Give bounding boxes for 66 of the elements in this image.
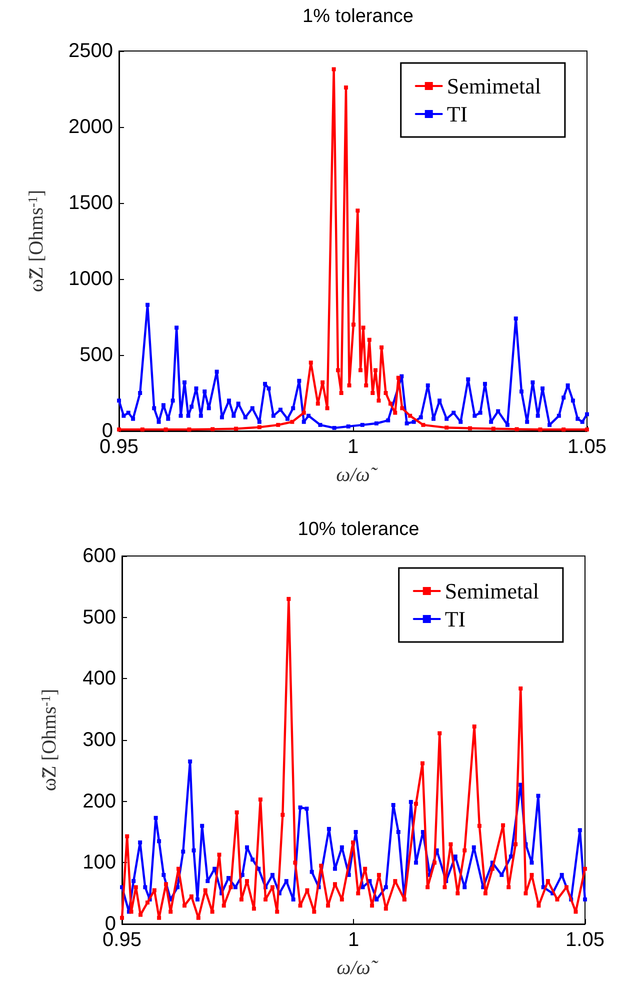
point [325, 406, 330, 410]
y-tick-label: 200 [82, 790, 116, 812]
point [290, 420, 294, 424]
point [408, 414, 412, 418]
point [491, 426, 496, 431]
y-tick-label: 300 [82, 729, 116, 751]
point [367, 338, 372, 342]
y-tick-label: 1500 [68, 192, 113, 214]
x-tick-label: 1.05 [568, 436, 606, 458]
point [384, 391, 388, 395]
y-tick-label: 2500 [68, 40, 113, 62]
point [164, 427, 168, 432]
point [302, 410, 306, 415]
point [316, 402, 320, 406]
point [140, 427, 144, 432]
point [421, 422, 426, 427]
point [339, 391, 344, 395]
point [336, 368, 340, 372]
point [468, 426, 472, 430]
x-tick-label: 1 [348, 929, 360, 951]
point [276, 422, 280, 427]
y-tick-label: 2000 [68, 116, 113, 138]
point [320, 380, 325, 384]
x-tick-label: 1 [347, 436, 359, 458]
point [187, 427, 192, 432]
y-tick-label: 100 [82, 852, 116, 874]
point [351, 322, 356, 327]
chart-title: 1% tolerance [302, 6, 414, 27]
point [376, 398, 381, 403]
point [257, 425, 262, 430]
point [332, 67, 336, 72]
point [388, 402, 392, 406]
legend-label: TI [446, 102, 468, 126]
point [361, 326, 366, 330]
point [210, 427, 215, 432]
x-tick-label: 1.05 [566, 929, 604, 951]
legend-label: Semimetal [444, 578, 539, 604]
point [308, 360, 313, 365]
point [234, 426, 238, 431]
point [538, 427, 542, 432]
point [347, 383, 352, 388]
y-tick-label: 600 [82, 545, 116, 567]
point [400, 406, 404, 410]
legend-label: Semimetal [446, 74, 541, 98]
point [444, 426, 449, 430]
point [393, 410, 398, 415]
point [562, 427, 566, 432]
point [358, 368, 362, 372]
y-axis-title: ω̃Z [Ohms-1] [38, 688, 60, 792]
point [356, 208, 360, 213]
x-axis-title: ω/ω̃ [336, 957, 378, 979]
point [344, 85, 348, 90]
y-tick-label: 500 [80, 344, 113, 366]
point [514, 427, 519, 432]
legend-label: TI [444, 606, 466, 632]
y-tick-label: 1000 [68, 268, 113, 290]
y-axis-title: ω̃Z [Ohms-1] [25, 190, 48, 292]
y-tick-label: 500 [82, 606, 116, 628]
x-axis-title: ω/ω̃ [336, 464, 378, 486]
point [364, 383, 368, 388]
point [370, 391, 375, 395]
point [373, 368, 378, 372]
chart-title: 10% tolerance [298, 519, 420, 540]
y-tick-label: 400 [82, 668, 116, 690]
point [380, 345, 384, 350]
point [396, 376, 400, 380]
